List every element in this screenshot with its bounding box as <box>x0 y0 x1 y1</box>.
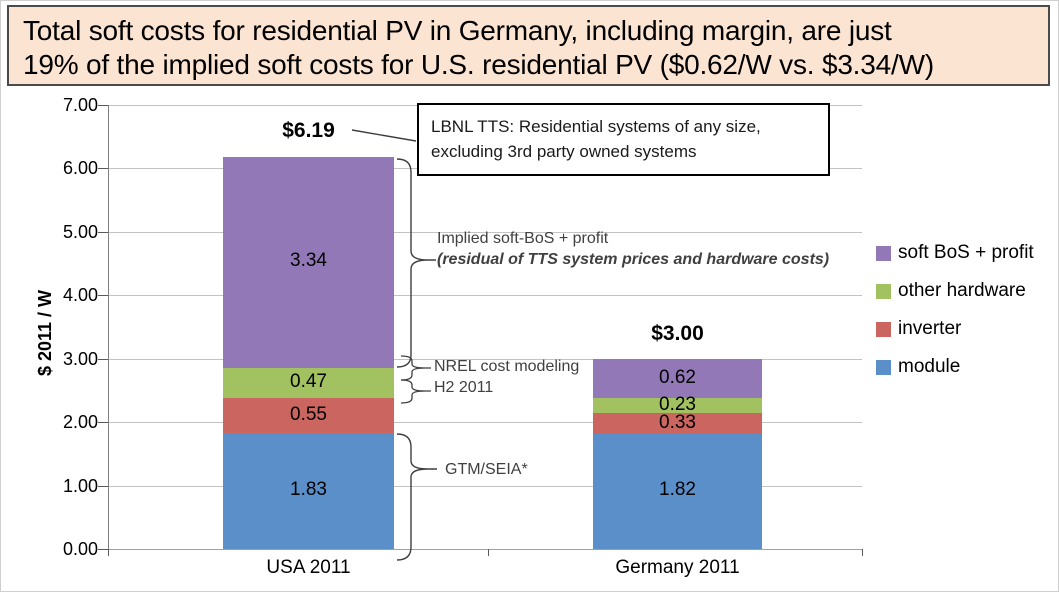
nrel-annotation-line1: NREL cost modeling <box>434 358 580 375</box>
y-tick <box>98 422 108 423</box>
x-tick <box>108 549 109 556</box>
other-hardware-swatch-icon <box>876 283 891 299</box>
usa-total-label: $6.19 <box>282 119 335 142</box>
bar-usa-2011: $6.19 3.34 0.47 0.55 1.83 USA 2011 <box>223 0 394 592</box>
usa-soft-bos-segment <box>223 157 394 368</box>
y-axis-title: $ 2011 / W <box>35 289 55 377</box>
module-swatch-icon <box>876 359 891 375</box>
y-tick-label: 1.00 <box>62 476 98 496</box>
gridline-2 <box>108 422 862 423</box>
legend-item-module: module <box>876 356 960 378</box>
implied-soft-bos-annotation-detail: (residual of TTS system prices and hardw… <box>437 251 830 268</box>
title-banner: Total soft costs for residential PV in G… <box>7 5 1050 86</box>
germany-other-hardware-value: 0.23 <box>659 394 696 415</box>
y-tick-label: 7.00 <box>62 95 98 115</box>
x-tick <box>488 549 489 556</box>
nrel-annotation-line2: H2 2011 <box>434 379 494 396</box>
module-brace <box>396 433 437 561</box>
usa-other-hardware-segment <box>223 368 394 398</box>
lbnl-callout-box: LBNL TTS: Residential systems of any siz… <box>417 103 830 176</box>
gridline-5 <box>108 232 862 233</box>
inverter-swatch-icon <box>876 321 891 337</box>
legend-label-inverter: inverter <box>898 318 962 339</box>
usa-module-segment <box>223 433 394 549</box>
nrel-annotation: NREL cost modeling H2 2011 <box>434 356 579 398</box>
legend-label-module: module <box>898 356 961 377</box>
implied-soft-bos-annotation: Implied soft-BoS + profit <box>437 230 609 247</box>
germany-inverter-segment <box>593 413 762 434</box>
y-tick-label: 6.00 <box>62 158 98 178</box>
legend-label-soft-bos: soft BoS + profit <box>898 242 1034 263</box>
germany-soft-bos-value: 0.62 <box>659 367 696 388</box>
y-tick <box>98 105 108 106</box>
x-axis-line <box>108 549 862 550</box>
lbnl-callout-line2: excluding 3rd party owned systems <box>431 142 697 161</box>
usa-inverter-value: 0.55 <box>290 404 327 425</box>
gtm-seia-annotation: GTM/SEIA* <box>445 461 528 478</box>
bar-germany-2011: $3.00 0.62 0.23 0.33 1.82 Germany 2011 <box>593 0 762 592</box>
usa-module-value: 1.83 <box>290 479 327 500</box>
germany-module-value: 1.82 <box>659 479 696 500</box>
y-tick <box>98 295 108 296</box>
usa-inverter-segment <box>223 398 394 433</box>
germany-soft-bos-segment <box>593 359 762 398</box>
germany-inverter-value: 0.33 <box>659 412 696 433</box>
legend-label-other-hardware: other hardware <box>898 280 1026 301</box>
germany-total-label: $3.00 <box>651 322 704 345</box>
soft-bos-swatch-icon <box>876 245 891 261</box>
slide-title-line2: 19% of the implied soft costs for U.S. r… <box>23 49 934 80</box>
y-tick-label: 2.00 <box>62 412 98 432</box>
y-axis-line <box>108 105 109 555</box>
y-tick-label: 5.00 <box>62 222 98 242</box>
gridline-1 <box>108 486 862 487</box>
legend-item-other-hardware: other hardware <box>876 280 1026 302</box>
gridline-4 <box>108 295 862 296</box>
y-tick <box>98 168 108 169</box>
germany-other-hardware-segment <box>593 398 762 413</box>
soft-bos-brace <box>396 158 436 368</box>
y-tick-label: 4.00 <box>62 285 98 305</box>
inverter-brace <box>400 379 431 404</box>
usa-soft-bos-value: 3.34 <box>290 250 327 271</box>
usa-other-hardware-value: 0.47 <box>290 371 327 392</box>
germany-module-segment <box>593 434 762 549</box>
gridline-3 <box>108 359 862 360</box>
x-tick <box>862 549 863 556</box>
y-tick <box>98 359 108 360</box>
usa-category-label: USA 2011 <box>266 557 351 578</box>
lbnl-callout-line1: LBNL TTS: Residential systems of any siz… <box>431 117 761 136</box>
y-tick <box>98 486 108 487</box>
germany-category-label: Germany 2011 <box>615 557 740 578</box>
legend-item-inverter: inverter <box>876 318 961 340</box>
y-tick <box>98 549 108 550</box>
slide-title-line1: Total soft costs for residential PV in G… <box>23 15 892 46</box>
legend-item-soft-bos: soft BoS + profit <box>876 242 1034 264</box>
y-tick-label: 0.00 <box>62 539 98 559</box>
y-tick-label: 3.00 <box>62 349 98 369</box>
y-tick <box>98 232 108 233</box>
